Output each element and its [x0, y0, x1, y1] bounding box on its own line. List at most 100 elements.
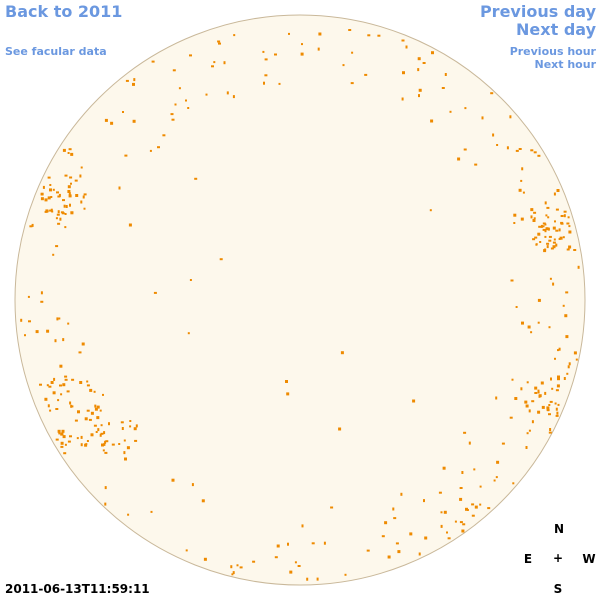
facula	[541, 405, 545, 409]
facula	[533, 151, 537, 154]
facula	[510, 279, 514, 282]
facula	[96, 405, 100, 409]
facula	[555, 407, 558, 411]
facula	[384, 521, 388, 525]
facula	[521, 321, 524, 325]
previous-day-link[interactable]: Previous day	[479, 2, 596, 21]
facular-link[interactable]: See facular data	[5, 45, 107, 58]
facula	[57, 210, 60, 214]
facula	[459, 487, 463, 489]
facula	[338, 427, 342, 431]
facula	[381, 535, 385, 538]
facula	[189, 279, 192, 281]
facula	[187, 107, 190, 109]
facula	[509, 115, 512, 119]
facula	[377, 34, 381, 37]
facula	[42, 185, 45, 189]
facula	[67, 190, 71, 193]
facula	[544, 391, 547, 395]
facula	[534, 386, 538, 390]
facula	[88, 418, 92, 421]
facula	[205, 93, 208, 96]
facula	[297, 565, 301, 567]
facula	[64, 378, 68, 381]
facula	[274, 53, 277, 56]
next-hour-link[interactable]: Next hour	[534, 58, 597, 71]
facula	[40, 291, 43, 295]
facula	[110, 121, 114, 125]
facula	[60, 441, 64, 445]
facula	[496, 460, 500, 464]
next-day-link[interactable]: Next day	[516, 20, 596, 39]
facula	[525, 446, 528, 449]
facula	[555, 229, 559, 232]
facula	[76, 437, 79, 440]
facula	[104, 486, 107, 490]
facula	[71, 378, 75, 381]
facula	[78, 351, 82, 354]
facula	[418, 552, 421, 556]
facula	[55, 438, 59, 441]
facula	[542, 222, 546, 225]
previous-hour-link[interactable]: Previous hour	[509, 45, 596, 58]
facula	[446, 531, 448, 534]
facula	[563, 210, 567, 213]
facula	[554, 220, 556, 223]
back-link[interactable]: Back to 2011	[5, 2, 123, 21]
facula	[62, 199, 65, 202]
facula	[490, 92, 494, 95]
facula	[566, 372, 569, 375]
facula	[65, 205, 68, 208]
facula	[317, 47, 320, 51]
facula	[69, 176, 73, 179]
facula	[461, 529, 465, 533]
facula	[118, 186, 121, 190]
facula	[63, 204, 66, 208]
facula	[187, 332, 190, 335]
facula	[492, 133, 495, 137]
facula	[479, 503, 482, 506]
facula	[123, 439, 126, 442]
facula	[525, 404, 529, 408]
facula	[64, 375, 68, 378]
timestamp: 2011-06-13T11:59:11	[5, 582, 150, 596]
facula	[52, 391, 56, 395]
facula	[174, 103, 177, 106]
facula	[543, 249, 547, 253]
facula	[526, 432, 529, 435]
facula	[547, 408, 550, 412]
facula	[557, 349, 559, 352]
facula	[100, 432, 104, 435]
facula	[530, 149, 534, 152]
compass-east: E	[523, 552, 533, 566]
facula	[440, 524, 443, 528]
facula	[568, 230, 572, 234]
facula	[351, 51, 354, 54]
facula	[231, 573, 234, 576]
facula	[520, 217, 524, 221]
facula	[278, 82, 281, 85]
facula	[557, 403, 560, 406]
facula	[549, 277, 552, 280]
facula	[56, 317, 59, 321]
facula	[547, 227, 550, 231]
facula	[512, 482, 515, 485]
facula	[535, 243, 538, 246]
facula	[514, 397, 518, 400]
facula	[443, 510, 447, 514]
facula	[223, 61, 226, 65]
facula	[162, 134, 166, 137]
facula	[58, 431, 61, 435]
facula	[412, 399, 416, 403]
facula	[133, 78, 136, 82]
facula	[84, 417, 88, 421]
facula	[393, 517, 397, 520]
facula	[459, 521, 463, 524]
facula	[24, 334, 26, 337]
facula	[552, 241, 556, 244]
facula	[49, 209, 53, 212]
facula	[530, 215, 533, 219]
facula	[80, 435, 83, 439]
facula	[86, 384, 90, 387]
